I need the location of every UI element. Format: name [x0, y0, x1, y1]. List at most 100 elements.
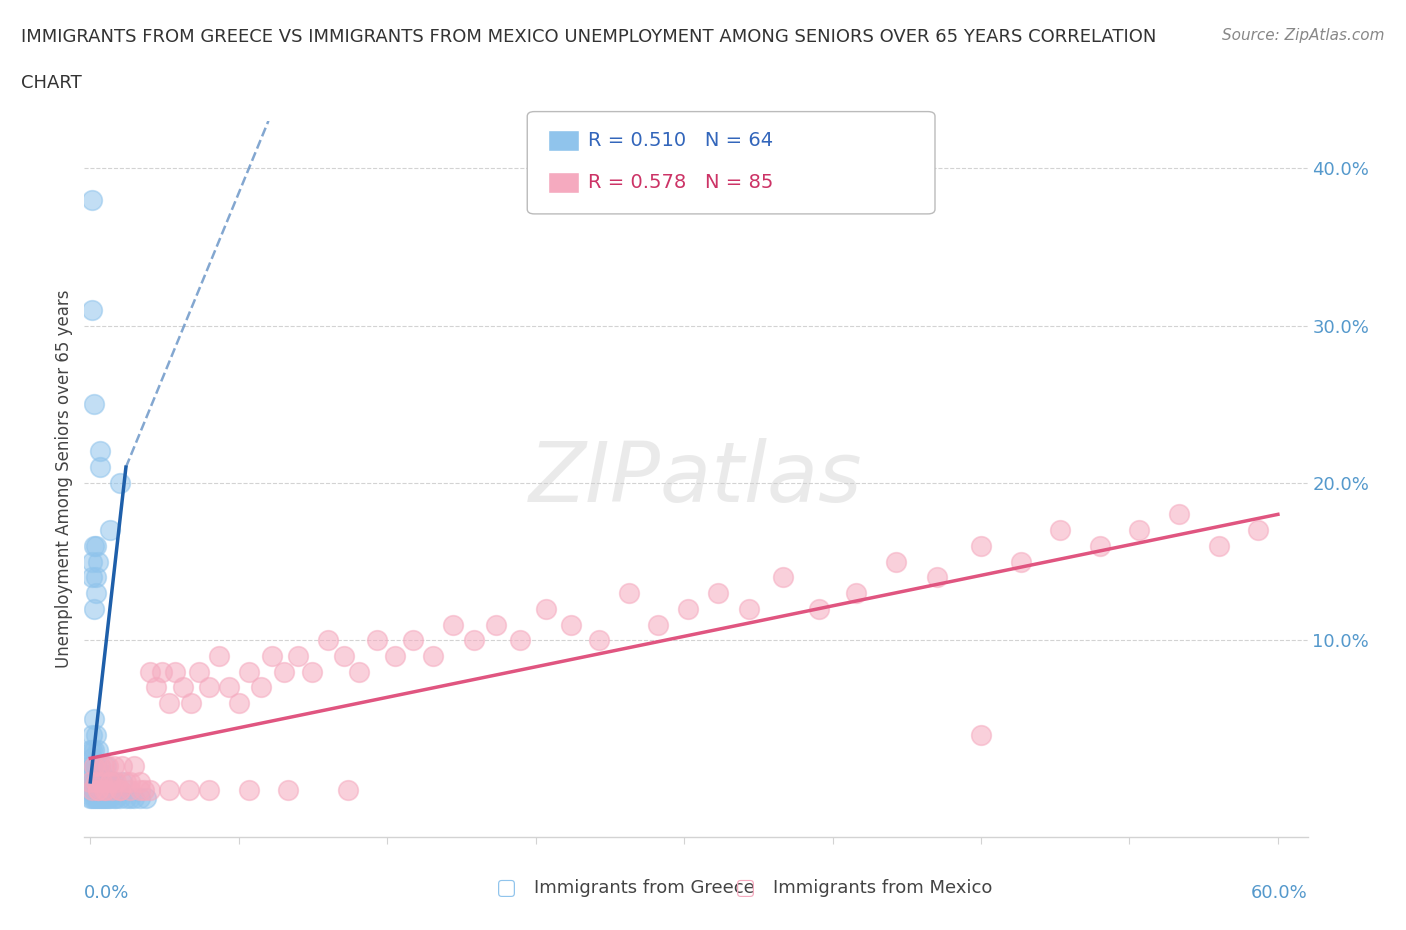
Point [262, 648, 284, 663]
Point [82, 554, 104, 569]
Point [83, 397, 105, 412]
Point [84, 586, 107, 601]
Point [165, 664, 187, 679]
Point [349, 664, 371, 679]
Point [97, 759, 120, 774]
Point [83, 759, 105, 774]
Text: R = 0.578   N = 85: R = 0.578 N = 85 [588, 173, 773, 192]
Point [188, 664, 211, 679]
Text: ▢: ▢ [735, 878, 755, 898]
Point [108, 475, 131, 490]
Point [87, 743, 110, 758]
Point [94, 775, 117, 790]
Point [218, 680, 240, 695]
Point [287, 648, 309, 663]
Text: 60.0%: 60.0% [1251, 884, 1308, 902]
Point [83, 602, 105, 617]
Point [111, 759, 134, 774]
Text: IMMIGRANTS FROM GREECE VS IMMIGRANTS FROM MEXICO UNEMPLOYMENT AMONG SENIORS OVER: IMMIGRANTS FROM GREECE VS IMMIGRANTS FRO… [21, 28, 1157, 46]
Point [84, 538, 107, 553]
Point [89, 790, 111, 805]
Point [301, 664, 323, 679]
Point [93, 782, 115, 797]
Point [108, 790, 131, 805]
Point [145, 680, 167, 695]
Point [91, 766, 114, 781]
Point [128, 782, 150, 797]
Point [105, 775, 128, 790]
Point [94, 759, 117, 774]
Point [332, 648, 354, 663]
Point [970, 727, 993, 742]
Point [93, 775, 115, 790]
Point [118, 775, 141, 790]
Point [84, 570, 107, 585]
Point [83, 538, 105, 553]
Point [98, 775, 121, 790]
Point [108, 782, 131, 797]
Point [105, 790, 128, 805]
Point [89, 775, 111, 790]
Point [884, 554, 907, 569]
Point [82, 775, 104, 790]
Point [98, 523, 121, 538]
Point [588, 632, 610, 647]
Point [111, 775, 134, 790]
Point [91, 790, 114, 805]
Point [509, 632, 531, 647]
Point [83, 790, 105, 805]
Point [98, 775, 121, 790]
Point [128, 790, 150, 805]
Point [316, 632, 339, 647]
Point [97, 790, 120, 805]
Point [82, 759, 104, 774]
Point [89, 759, 111, 774]
Point [115, 775, 138, 790]
Point [93, 790, 115, 805]
Point [463, 632, 485, 647]
Point [1088, 538, 1111, 553]
Point [738, 602, 761, 617]
Point [1247, 523, 1270, 538]
Point [97, 775, 120, 790]
Point [122, 759, 145, 774]
Point [89, 444, 111, 458]
Point [84, 759, 107, 774]
Point [79, 790, 101, 805]
Text: Immigrants from Greece: Immigrants from Greece [534, 879, 755, 897]
Point [1208, 538, 1230, 553]
Point [336, 782, 359, 797]
Point [1049, 523, 1071, 538]
Point [647, 618, 669, 632]
Point [94, 782, 117, 797]
Point [180, 696, 202, 711]
Point [238, 782, 260, 797]
Point [249, 680, 271, 695]
Point [366, 632, 388, 647]
Point [82, 751, 104, 765]
Point [138, 664, 160, 679]
Point [93, 759, 115, 774]
Point [115, 790, 138, 805]
Text: R = 0.510   N = 64: R = 0.510 N = 64 [588, 131, 773, 150]
Point [82, 302, 104, 317]
Point [84, 790, 107, 805]
Point [228, 696, 250, 711]
Point [89, 459, 111, 474]
Point [79, 775, 101, 790]
Point [138, 782, 160, 797]
Point [83, 775, 105, 790]
Point [89, 759, 111, 774]
Point [103, 790, 125, 805]
Point [179, 782, 201, 797]
Point [98, 790, 121, 805]
Point [150, 664, 173, 679]
Point [82, 570, 104, 585]
Text: ▢: ▢ [496, 878, 516, 898]
Point [970, 538, 993, 553]
Point [98, 775, 121, 790]
Point [79, 782, 101, 797]
Point [101, 782, 124, 797]
Point [108, 782, 131, 797]
Point [485, 618, 508, 632]
